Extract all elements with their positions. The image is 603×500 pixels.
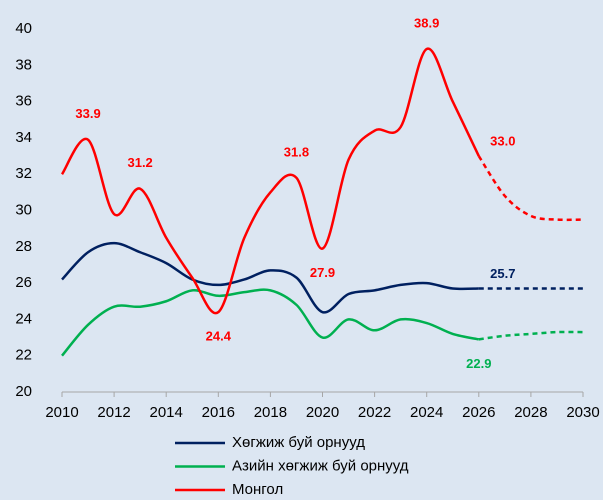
x-tick-label: 2030 — [566, 404, 599, 421]
data-label: 33.0 — [490, 133, 515, 148]
data-label: 24.4 — [206, 329, 232, 344]
series-line — [61, 241, 479, 314]
x-tick-label: 2020 — [306, 404, 339, 421]
x-tick-label: 2022 — [358, 404, 391, 421]
y-tick-label: 40 — [15, 20, 32, 37]
y-tick-label: 22 — [15, 347, 32, 364]
y-tick-label: 38 — [15, 56, 32, 73]
series-line — [478, 330, 584, 341]
data-label: 33.9 — [75, 106, 100, 121]
data-label: 38.9 — [414, 15, 439, 30]
y-tick-label: 20 — [15, 383, 32, 400]
x-tick-label: 2018 — [254, 404, 287, 421]
series-line — [477, 155, 584, 222]
x-tick-label: 2010 — [45, 404, 78, 421]
legend-label: Хөгжиж буй орнууд — [232, 434, 365, 451]
y-tick-label: 28 — [15, 238, 32, 255]
data-label: 27.9 — [310, 265, 335, 280]
data-label: 25.7 — [490, 266, 515, 281]
data-label: 22.9 — [466, 356, 491, 371]
data-label: 31.8 — [284, 144, 309, 159]
y-tick-label: 36 — [15, 93, 32, 110]
legend-label: Монгол — [232, 481, 283, 498]
y-tick-label: 32 — [15, 165, 32, 182]
y-tick-label: 30 — [15, 201, 32, 218]
x-tick-label: 2016 — [202, 404, 235, 421]
y-tick-label: 24 — [15, 310, 32, 327]
x-tick-label: 2014 — [150, 404, 183, 421]
y-tick-label: 26 — [15, 274, 32, 291]
series-line — [61, 288, 480, 357]
series-line — [60, 47, 480, 315]
x-tick-label: 2024 — [410, 404, 443, 421]
data-label: 31.2 — [127, 155, 152, 170]
x-tick-label: 2028 — [514, 404, 547, 421]
x-tick-label: 2026 — [462, 404, 495, 421]
legend-label: Азийн хөгжиж буй орнууд — [232, 457, 409, 474]
x-tick-label: 2012 — [97, 404, 130, 421]
y-tick-label: 34 — [15, 129, 32, 146]
